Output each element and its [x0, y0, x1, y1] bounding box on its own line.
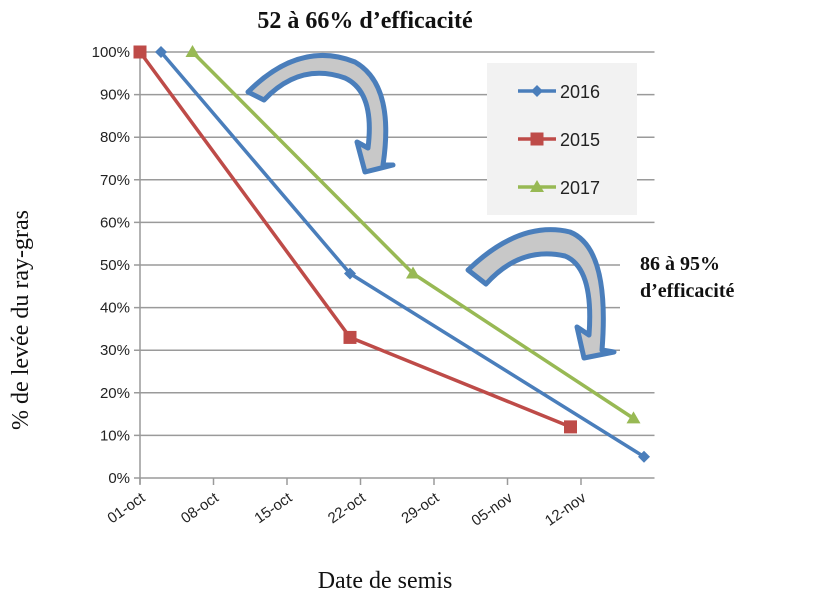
- data-point: [344, 267, 356, 280]
- x-tick-label: 01-oct: [104, 489, 149, 527]
- y-tick-label: 80%: [100, 129, 130, 146]
- chart-title: 52 à 66% d’efficacité: [257, 8, 473, 34]
- y-tick-label: 20%: [100, 385, 130, 402]
- data-point: [155, 46, 167, 58]
- x-tick-label: 29-oct: [398, 489, 443, 527]
- data-point: [406, 266, 420, 279]
- y-tick-label: 10%: [100, 427, 130, 444]
- legend: 2016 2015 2017: [487, 63, 637, 215]
- y-tick-label: 0%: [108, 470, 130, 487]
- annotation-line-1: 86 à 95%: [640, 253, 720, 275]
- legend-label: 2017: [560, 178, 600, 198]
- legend-background: [487, 63, 637, 215]
- data-point: [133, 45, 147, 59]
- legend-label: 2016: [560, 82, 600, 102]
- legend-marker: [531, 85, 543, 97]
- curved-arrow-icon: [465, 227, 617, 361]
- y-tick-label: 70%: [100, 172, 130, 189]
- data-point: [564, 420, 577, 434]
- legend-marker: [530, 180, 544, 192]
- y-tick-label: 100%: [92, 44, 130, 61]
- data-point: [626, 411, 641, 424]
- curved-arrow-icon: [245, 53, 396, 175]
- legend-marker: [530, 132, 544, 146]
- data-point: [343, 330, 357, 344]
- y-tick-label: 50%: [100, 257, 130, 274]
- legend-label: 2015: [560, 130, 600, 150]
- x-tick-label: 05-nov: [468, 489, 516, 530]
- y-tick-label: 40%: [100, 300, 130, 317]
- y-tick-label: 60%: [100, 214, 130, 231]
- x-tick-label: 08-oct: [178, 489, 223, 527]
- data-point: [185, 45, 200, 57]
- series-2016: [155, 46, 650, 463]
- legend-item-2015: 2015: [518, 130, 600, 150]
- y-tick-label: 90%: [100, 87, 130, 104]
- legend-item-2016: 2016: [518, 82, 600, 102]
- y-tick-label: 30%: [100, 342, 130, 359]
- x-tick-label: 12-nov: [542, 489, 590, 530]
- series-2017: [185, 45, 641, 424]
- y-axis-label: % de levée du ray-gras: [8, 210, 34, 430]
- x-tick-label: 22-oct: [325, 489, 370, 527]
- annotation-line-2: d’efficacité: [640, 280, 735, 302]
- x-tick-label: 15-oct: [251, 489, 296, 527]
- x-axis-label: Date de semis: [318, 568, 453, 594]
- legend-item-2017: 2017: [518, 178, 600, 198]
- series-2015: [133, 45, 577, 434]
- data-point: [638, 450, 650, 463]
